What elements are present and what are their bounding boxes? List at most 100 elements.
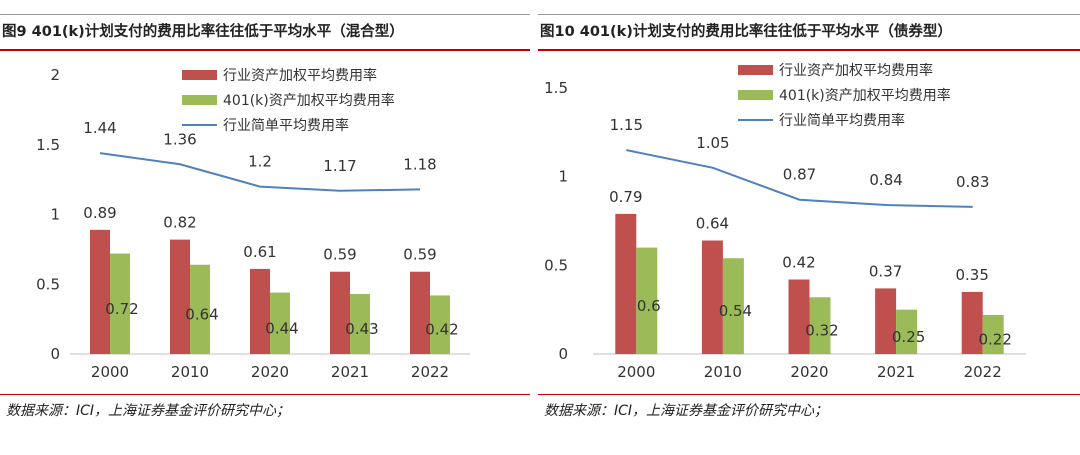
legend-label: 行业资产加权平均费用率	[223, 67, 377, 84]
y-tick-label: 0.5	[36, 275, 60, 293]
data-label-industry-weighted: 0.59	[403, 246, 436, 264]
data-label-401k-weighted: 0.25	[892, 328, 925, 346]
data-label-industry-weighted: 0.64	[696, 215, 729, 233]
data-label-industry-simple: 1.17	[323, 157, 356, 175]
data-label-401k-weighted: 0.22	[978, 330, 1011, 348]
top-rule	[0, 14, 530, 15]
legend-item-401k-weighted: 401(k)资产加权平均费用率	[738, 82, 951, 107]
x-tick-label: 2010	[704, 363, 742, 381]
bar-401k-weighted	[190, 264, 210, 354]
legend-label: 行业简单平均费用率	[223, 117, 349, 134]
bar-industry-weighted	[250, 268, 270, 354]
legend-swatch-red	[738, 64, 773, 75]
title-rule	[538, 49, 1080, 51]
chart-title: 图9 401(k)计划支付的费用比率往往低于平均水平（混合型）	[2, 24, 404, 40]
bar-industry-weighted	[410, 271, 430, 354]
bar-industry-weighted	[961, 291, 983, 354]
series-line-industry-simple	[626, 149, 973, 208]
legend-swatch-green	[182, 94, 217, 105]
x-tick-label: 2000	[91, 363, 129, 381]
y-tick-label: 0	[50, 345, 60, 363]
bar-401k-weighted	[430, 295, 450, 354]
data-label-industry-simple: 1.15	[610, 116, 643, 134]
legend-label: 401(k)资产加权平均费用率	[779, 87, 951, 104]
series-line-industry-simple	[99, 152, 421, 192]
chart-legend: 行业资产加权平均费用率 401(k)资产加权平均费用率 行业简单平均费用率	[182, 62, 395, 137]
legend-item-industry-weighted: 行业资产加权平均费用率	[738, 57, 951, 82]
data-label-401k-weighted: 0.72	[105, 300, 138, 318]
x-tick-label: 2022	[964, 363, 1002, 381]
bar-401k-weighted	[982, 314, 1004, 354]
legend-swatch-red	[182, 69, 217, 80]
data-label-industry-weighted: 0.89	[83, 204, 116, 222]
bottom-rule	[538, 394, 1080, 395]
data-label-401k-weighted: 0.43	[345, 320, 378, 338]
y-tick-label: 1.5	[36, 136, 60, 154]
data-label-401k-weighted: 0.54	[719, 302, 752, 320]
bottom-rule	[0, 394, 530, 395]
bar-401k-weighted	[636, 247, 658, 354]
data-label-401k-weighted: 0.44	[265, 319, 298, 337]
x-tick-label: 2021	[331, 363, 369, 381]
legend-swatch-green	[738, 89, 773, 100]
data-label-industry-weighted: 0.82	[163, 214, 196, 232]
chart-mixed: 0 0.5 1 1.5 2 0.89 0.72 2000 0.82 0.64 2010 0.61 0.4…	[36, 66, 470, 381]
x-tick-label: 2020	[790, 363, 828, 381]
bar-industry-weighted	[788, 279, 810, 354]
title-rule	[0, 49, 530, 51]
data-label-industry-simple: 1.36	[163, 130, 196, 148]
legend-item-industry-simple: 行业简单平均费用率	[182, 112, 395, 137]
data-label-industry-simple: 1.18	[403, 155, 436, 173]
chart-title: 图10 401(k)计划支付的费用比率往往低于平均水平（债券型）	[540, 24, 952, 40]
x-tick-label: 2021	[877, 363, 915, 381]
bar-401k-weighted	[270, 292, 290, 354]
data-label-401k-weighted: 0.32	[805, 322, 838, 340]
x-tick-label: 2022	[411, 363, 449, 381]
x-tick-label: 2010	[171, 363, 209, 381]
legend-item-industry-weighted: 行业资产加权平均费用率	[182, 62, 395, 87]
bar-401k-weighted	[110, 253, 130, 354]
data-label-industry-simple: 0.84	[869, 171, 902, 189]
data-label-industry-simple: 0.83	[956, 173, 989, 191]
data-label-401k-weighted: 0.42	[425, 321, 458, 339]
data-label-industry-weighted: 0.37	[869, 262, 902, 280]
data-label-industry-weighted: 0.61	[243, 243, 276, 261]
top-rule	[538, 14, 1080, 15]
y-tick-label: 1	[50, 206, 60, 224]
data-label-industry-weighted: 0.59	[323, 246, 356, 264]
x-tick-label: 2020	[251, 363, 289, 381]
y-tick-label: 1	[558, 168, 568, 186]
data-label-industry-simple: 1.44	[83, 119, 116, 137]
data-label-industry-weighted: 0.42	[782, 254, 815, 272]
source-note: 数据来源：ICI，上海证券基金评价研究中心；	[6, 403, 291, 419]
y-tick-label: 1.5	[544, 79, 568, 97]
data-label-401k-weighted: 0.64	[185, 305, 218, 323]
bar-industry-weighted	[170, 239, 190, 354]
data-label-industry-simple: 1.05	[696, 134, 729, 152]
bar-401k-weighted	[722, 258, 744, 354]
x-tick-label: 2000	[617, 363, 655, 381]
legend-label: 行业资产加权平均费用率	[779, 62, 933, 79]
bar-industry-weighted	[701, 240, 723, 354]
bar-401k-weighted	[350, 294, 370, 354]
data-label-industry-weighted: 0.35	[955, 266, 988, 284]
legend-swatch-blue-line	[738, 118, 773, 121]
data-label-industry-simple: 0.87	[783, 166, 816, 184]
bar-industry-weighted	[330, 271, 350, 354]
y-tick-label: 2	[50, 66, 60, 84]
bar-401k-weighted	[896, 309, 918, 354]
data-label-industry-weighted: 0.79	[609, 188, 642, 206]
bar-industry-weighted	[875, 288, 897, 354]
bar-401k-weighted	[809, 297, 831, 354]
data-label-401k-weighted: 0.6	[637, 297, 661, 315]
y-tick-label: 0	[558, 345, 568, 363]
chart-legend: 行业资产加权平均费用率 401(k)资产加权平均费用率 行业简单平均费用率	[738, 57, 951, 132]
legend-item-401k-weighted: 401(k)资产加权平均费用率	[182, 87, 395, 112]
legend-item-industry-simple: 行业简单平均费用率	[738, 107, 951, 132]
chart-panel-mixed: 图9 401(k)计划支付的费用比率往往低于平均水平（混合型） 0 0.5 1 1.5…	[0, 0, 530, 455]
chart-bond: 0 0.5 1 1.5 0.79 0.6 2000 0.64 0.54 2010 0.42 0.32 2…	[544, 79, 1026, 381]
data-label-industry-simple: 1.2	[248, 153, 272, 171]
y-tick-label: 0.5	[544, 256, 568, 274]
legend-label: 401(k)资产加权平均费用率	[223, 92, 395, 109]
bar-industry-weighted	[90, 229, 110, 354]
